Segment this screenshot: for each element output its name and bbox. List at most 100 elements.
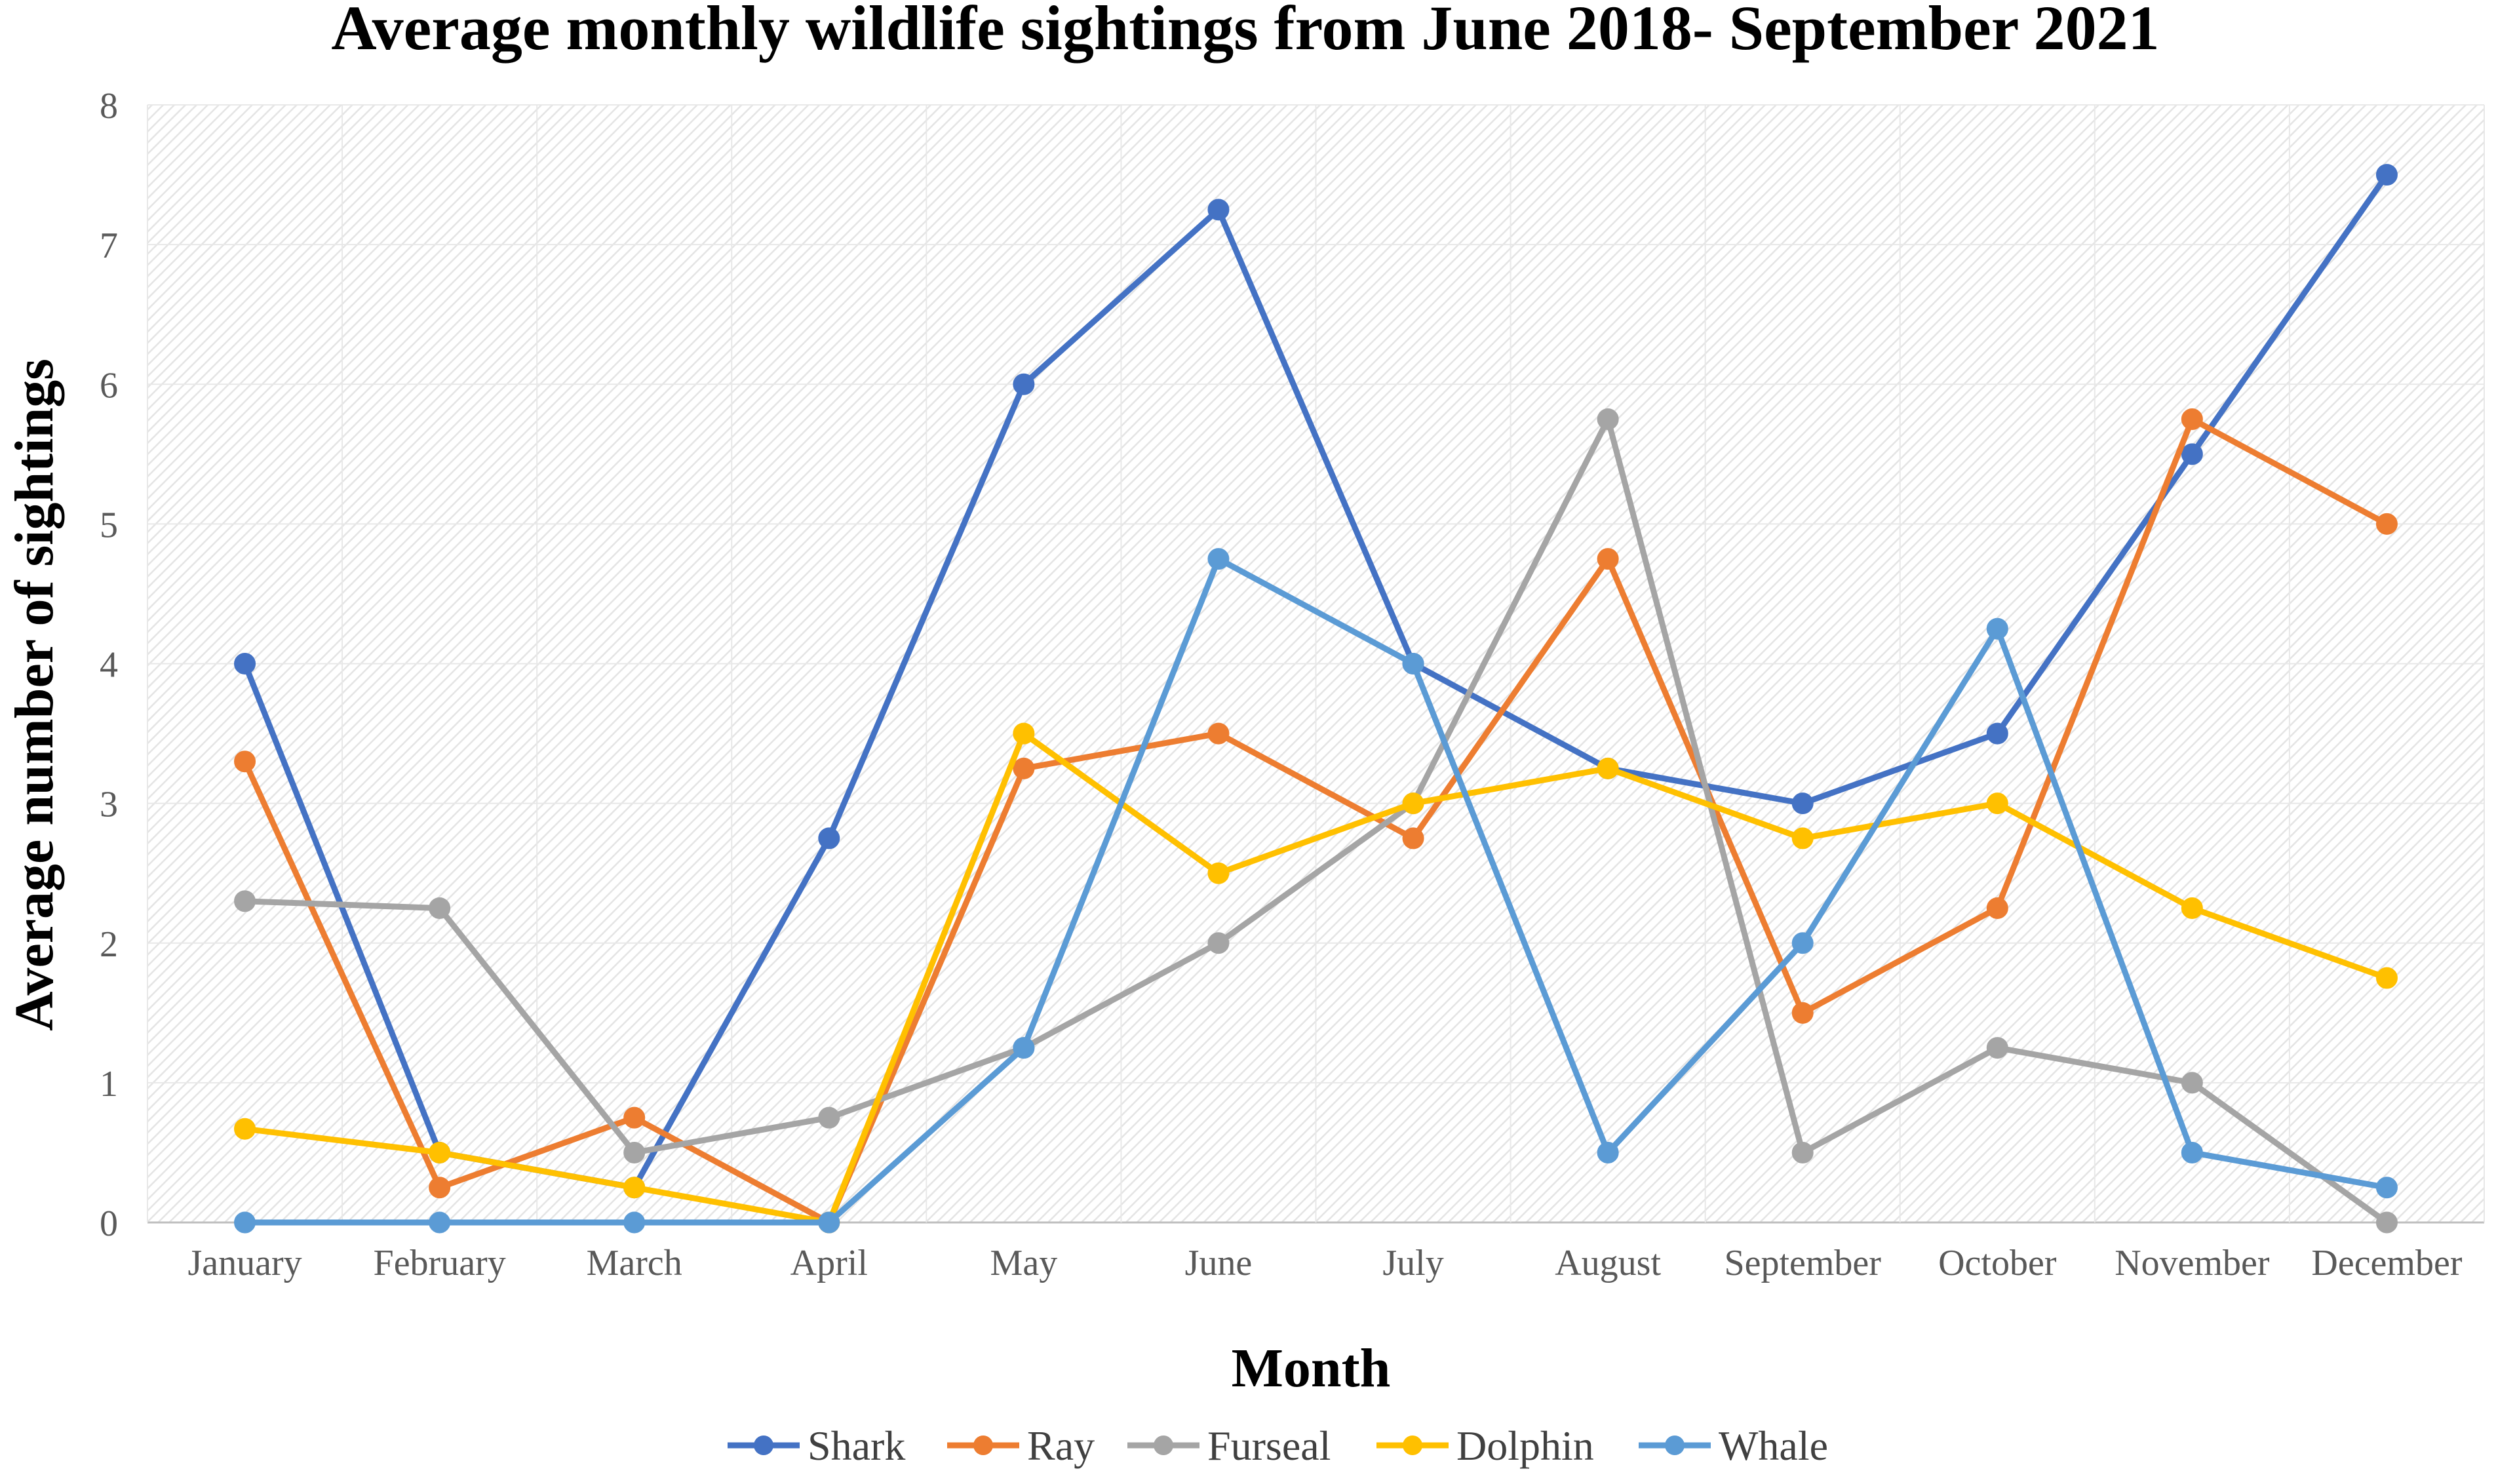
- whale-point: [1207, 548, 1230, 570]
- x-tick-label: May: [990, 1243, 1058, 1283]
- whale-point: [1013, 1037, 1035, 1059]
- ray-point: [1597, 548, 1619, 570]
- shark-point: [1207, 199, 1230, 221]
- ray-point: [623, 1106, 646, 1129]
- legend-marker-shark: [754, 1435, 773, 1455]
- whale-point: [818, 1211, 840, 1234]
- x-tick-label: June: [1185, 1243, 1253, 1283]
- furseal-point: [2375, 1211, 2398, 1234]
- whale-point: [2375, 1177, 2398, 1199]
- legend-marker-ray: [973, 1435, 993, 1455]
- whale-point: [1986, 617, 2008, 640]
- chart-title: Average monthly wildlife sightings from …: [331, 0, 2159, 63]
- legend-item-shark: Shark: [728, 1422, 905, 1469]
- furseal-point: [623, 1141, 646, 1163]
- furseal-point: [429, 897, 451, 919]
- y-tick-label: 3: [100, 785, 118, 825]
- legend-marker-dolphin: [1403, 1435, 1422, 1455]
- furseal-point: [1597, 408, 1619, 431]
- x-tick-label: July: [1382, 1243, 1443, 1283]
- dolphin-point: [1013, 722, 1035, 745]
- furseal-line: [242, 416, 2390, 1226]
- dolphin-point: [2181, 897, 2203, 919]
- shark-point: [2375, 164, 2398, 186]
- whale-point: [2181, 1141, 2203, 1163]
- ray-point: [429, 1177, 451, 1199]
- shark-point: [1013, 373, 1035, 395]
- shark-point: [1986, 722, 2008, 745]
- whale-point: [1402, 653, 1424, 674]
- x-tick-label: December: [2311, 1243, 2462, 1283]
- dolphin-point: [623, 1177, 646, 1199]
- whale-point: [623, 1211, 646, 1234]
- y-axis-title: Average number of sightings: [4, 359, 65, 1031]
- whale-point: [234, 1211, 256, 1234]
- ray-point: [234, 751, 256, 773]
- furseal-point: [1207, 932, 1230, 954]
- furseal-point: [818, 1106, 840, 1129]
- legend-label-ray: Ray: [1027, 1422, 1095, 1469]
- ray-point: [2375, 513, 2398, 535]
- dolphin-point: [1207, 862, 1230, 884]
- x-tick-label: November: [2115, 1243, 2270, 1283]
- legend-item-furseal: Furseal: [1127, 1422, 1331, 1469]
- dolphin-point: [1402, 792, 1424, 815]
- furseal-point: [2181, 1072, 2203, 1094]
- whale-point: [1791, 932, 1814, 954]
- x-tick-label: September: [1724, 1243, 1881, 1283]
- shark-point: [2181, 443, 2203, 465]
- furseal-point: [234, 890, 256, 912]
- whale-point: [1597, 1141, 1619, 1163]
- ray-point: [1207, 722, 1230, 745]
- y-tick-label: 6: [100, 365, 118, 406]
- x-tick-label: April: [790, 1243, 868, 1283]
- tick-labels: 0 1 2 3 4 5 6 7 8 January February March April May Jun…: [100, 86, 2463, 1283]
- dolphin-point: [429, 1141, 451, 1163]
- x-tick-label: October: [1938, 1243, 2057, 1283]
- ray-point: [1402, 827, 1424, 849]
- dolphin-point: [1791, 827, 1814, 849]
- dolphin-point: [1986, 792, 2008, 815]
- ray-point: [1791, 1002, 1814, 1024]
- x-axis-title: Month: [1232, 1338, 1391, 1399]
- shark-point: [234, 653, 256, 674]
- series-whale: [234, 548, 2398, 1234]
- legend-label-furseal: Furseal: [1207, 1422, 1331, 1469]
- furseal-point: [1986, 1037, 2008, 1059]
- y-tick-label: 1: [100, 1064, 118, 1104]
- ray-point: [2181, 408, 2203, 431]
- dolphin-point: [1597, 757, 1619, 779]
- x-tick-label: August: [1555, 1243, 1661, 1283]
- furseal-point: [1791, 1141, 1814, 1163]
- dolphin-point: [234, 1118, 256, 1140]
- ray-point: [1986, 897, 2008, 919]
- ray-point: [1013, 757, 1035, 779]
- y-tick-label: 7: [100, 225, 118, 266]
- legend: Shark Ray Furseal Dolphin Whale: [728, 1422, 1828, 1469]
- shark-point: [818, 827, 840, 849]
- legend-label-shark: Shark: [808, 1422, 905, 1469]
- ray-line: [242, 416, 2390, 1226]
- dolphin-point: [2375, 967, 2398, 989]
- shark-point: [1791, 792, 1814, 815]
- y-tick-label: 0: [100, 1203, 118, 1244]
- legend-label-whale: Whale: [1719, 1422, 1828, 1469]
- whale-line: [242, 556, 2390, 1226]
- y-tick-label: 5: [100, 505, 118, 545]
- dolphin-line: [242, 730, 2390, 1226]
- legend-item-dolphin: Dolphin: [1376, 1422, 1594, 1469]
- x-tick-label: January: [187, 1243, 302, 1283]
- legend-label-dolphin: Dolphin: [1456, 1422, 1594, 1469]
- whale-point: [429, 1211, 451, 1234]
- legend-marker-whale: [1665, 1435, 1685, 1455]
- legend-item-whale: Whale: [1639, 1422, 1828, 1469]
- x-tick-label: March: [587, 1243, 682, 1283]
- gridlines: [147, 104, 2485, 1224]
- y-tick-label: 8: [100, 86, 118, 127]
- series-layer: [234, 164, 2398, 1234]
- y-tick-label: 2: [100, 924, 118, 965]
- legend-marker-furseal: [1154, 1435, 1173, 1455]
- legend-item-ray: Ray: [947, 1422, 1095, 1469]
